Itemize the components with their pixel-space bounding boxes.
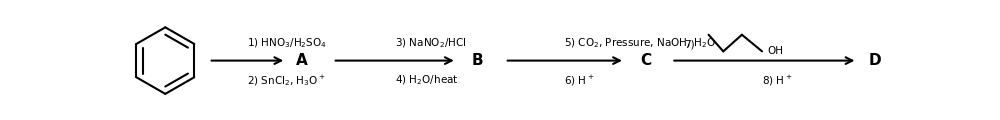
Text: 2) SnCl$_2$, H$_3$O$^+$: 2) SnCl$_2$, H$_3$O$^+$ bbox=[247, 74, 326, 88]
Text: 7): 7) bbox=[685, 39, 695, 50]
Text: 1) HNO$_3$/H$_2$SO$_4$: 1) HNO$_3$/H$_2$SO$_4$ bbox=[247, 36, 327, 50]
Text: D: D bbox=[869, 53, 882, 68]
Text: B: B bbox=[472, 53, 483, 68]
Text: C: C bbox=[640, 53, 651, 68]
Text: 5) CO$_2$, Pressure, NaOH, H$_2$O: 5) CO$_2$, Pressure, NaOH, H$_2$O bbox=[564, 36, 716, 50]
Text: 3) NaNO$_2$/HCl: 3) NaNO$_2$/HCl bbox=[395, 36, 466, 50]
Text: OH: OH bbox=[767, 46, 783, 56]
Text: 6) H$^+$: 6) H$^+$ bbox=[564, 74, 595, 88]
Text: 4) H$_2$O/heat: 4) H$_2$O/heat bbox=[395, 74, 458, 87]
Text: A: A bbox=[296, 53, 308, 68]
Text: 8) H$^+$: 8) H$^+$ bbox=[762, 74, 793, 88]
